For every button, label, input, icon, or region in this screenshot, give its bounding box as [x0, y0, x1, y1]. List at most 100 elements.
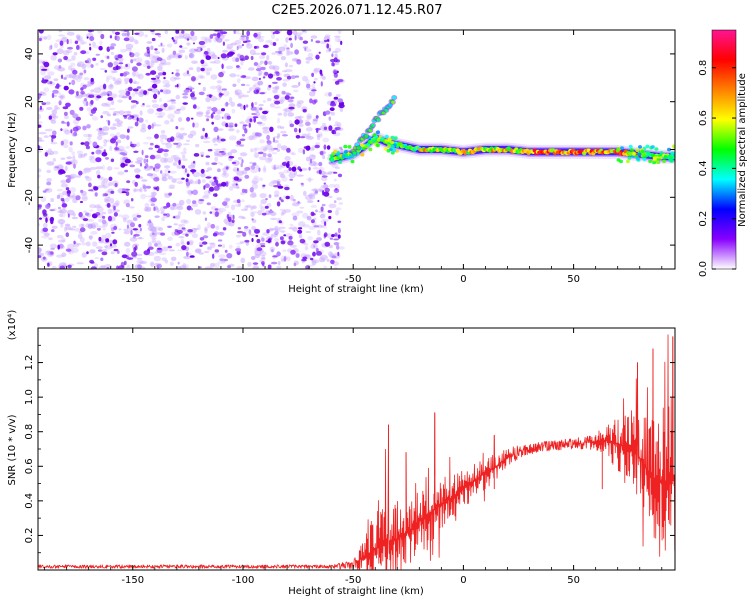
- noise-haze-blob: [140, 104, 145, 107]
- noise-blob: [138, 223, 142, 228]
- noise-blob: [80, 90, 85, 95]
- noise-haze-blob: [256, 65, 262, 69]
- noise-haze-blob: [161, 246, 169, 252]
- noise-haze-blob: [298, 123, 304, 128]
- noise-blob: [68, 82, 71, 85]
- noise-blob: [231, 219, 235, 223]
- noise-haze-blob: [261, 115, 268, 122]
- noise-blob: [189, 52, 195, 59]
- noise-blob: [213, 185, 220, 191]
- noise-blob: [328, 47, 332, 52]
- noise-blob: [223, 258, 228, 262]
- noise-blob: [90, 64, 94, 68]
- noise-blob: [48, 115, 52, 120]
- noise-haze-blob: [308, 91, 316, 97]
- noise-blob: [154, 48, 158, 51]
- noise-blob: [310, 219, 315, 224]
- noise-haze-blob: [333, 178, 337, 182]
- noise-blob: [237, 230, 244, 234]
- noise-haze-blob: [77, 35, 81, 41]
- noise-blob: [274, 50, 281, 54]
- noise-blob: [126, 114, 132, 117]
- noise-blob: [286, 47, 290, 50]
- noise-haze-blob: [160, 211, 165, 215]
- noise-haze-blob: [191, 227, 197, 234]
- noise-blob: [38, 94, 42, 99]
- noise-haze-blob: [206, 71, 211, 76]
- noise-blob: [239, 138, 246, 142]
- noise-blob: [183, 89, 190, 94]
- noise-haze-blob: [131, 92, 136, 97]
- noise-blob: [271, 261, 278, 265]
- ridge-scatter: [361, 146, 366, 151]
- noise-blob: [245, 104, 249, 108]
- noise-blob: [186, 70, 190, 75]
- noise-haze-blob: [286, 169, 293, 173]
- noise-blob: [136, 214, 142, 218]
- noise-haze-blob: [69, 195, 74, 200]
- noise-haze-blob: [134, 40, 139, 45]
- noise-blob: [160, 170, 163, 174]
- noise-haze-blob: [154, 154, 162, 160]
- noise-blob: [113, 248, 119, 252]
- noise-haze-blob: [175, 94, 181, 100]
- noise-haze-blob: [102, 110, 110, 115]
- noise-haze-blob: [38, 223, 41, 227]
- noise-haze-blob: [258, 38, 264, 43]
- noise-haze-blob: [50, 119, 57, 124]
- noise-haze-blob: [246, 90, 251, 94]
- noise-haze-blob: [240, 208, 248, 211]
- noise-haze-blob: [133, 80, 137, 84]
- ridge-scatter: [375, 143, 380, 148]
- noise-blob: [80, 200, 83, 204]
- noise-blob: [337, 251, 340, 257]
- noise-haze-blob: [191, 60, 198, 64]
- noise-blob: [256, 132, 262, 137]
- noise-haze-blob: [328, 244, 333, 249]
- noise-haze-blob: [212, 140, 216, 144]
- noise-haze-blob: [104, 264, 112, 269]
- noise-haze-blob: [83, 77, 90, 81]
- ridge-scatter: [372, 139, 377, 143]
- noise-haze-blob: [56, 164, 64, 170]
- noise-blob: [170, 99, 176, 102]
- ridge-scatter: [628, 144, 633, 149]
- noise-blob: [110, 158, 115, 163]
- noise-haze-blob: [316, 134, 321, 138]
- noise-haze-blob: [320, 213, 327, 216]
- noise-blob: [251, 113, 257, 115]
- noise-haze-blob: [239, 152, 248, 157]
- noise-haze-blob: [174, 35, 179, 41]
- noise-blob: [121, 153, 128, 156]
- noise-haze-blob: [231, 108, 236, 114]
- noise-blob: [134, 32, 140, 35]
- noise-haze-blob: [265, 39, 273, 44]
- noise-blob: [107, 97, 114, 101]
- noise-blob: [240, 75, 247, 79]
- snr-ytick-label: 0.6: [24, 458, 35, 474]
- noise-haze-blob: [180, 238, 185, 245]
- noise-blob: [191, 96, 197, 100]
- noise-blob: [88, 94, 95, 98]
- noise-blob: [106, 55, 110, 60]
- branch-pixel: [388, 103, 393, 107]
- snr-plot-area: [38, 328, 675, 570]
- noise-haze-blob: [320, 184, 329, 189]
- noise-blob: [313, 245, 316, 248]
- noise-haze-blob: [125, 43, 134, 50]
- noise-blob: [331, 53, 334, 57]
- noise-blob: [136, 62, 142, 66]
- noise-haze-blob: [336, 197, 343, 201]
- noise-haze-blob: [221, 244, 226, 249]
- noise-blob: [233, 176, 239, 181]
- noise-blob: [153, 177, 160, 182]
- noise-blob: [315, 127, 321, 131]
- colorbar-gradient: [711, 29, 737, 270]
- ridge-scatter: [628, 151, 633, 156]
- noise-haze-blob: [96, 206, 104, 213]
- noise-haze-blob: [72, 192, 76, 199]
- ridge-scatter: [616, 158, 621, 162]
- noise-blob: [54, 166, 59, 169]
- noise-haze-blob: [258, 177, 264, 182]
- noise-blob: [79, 72, 84, 76]
